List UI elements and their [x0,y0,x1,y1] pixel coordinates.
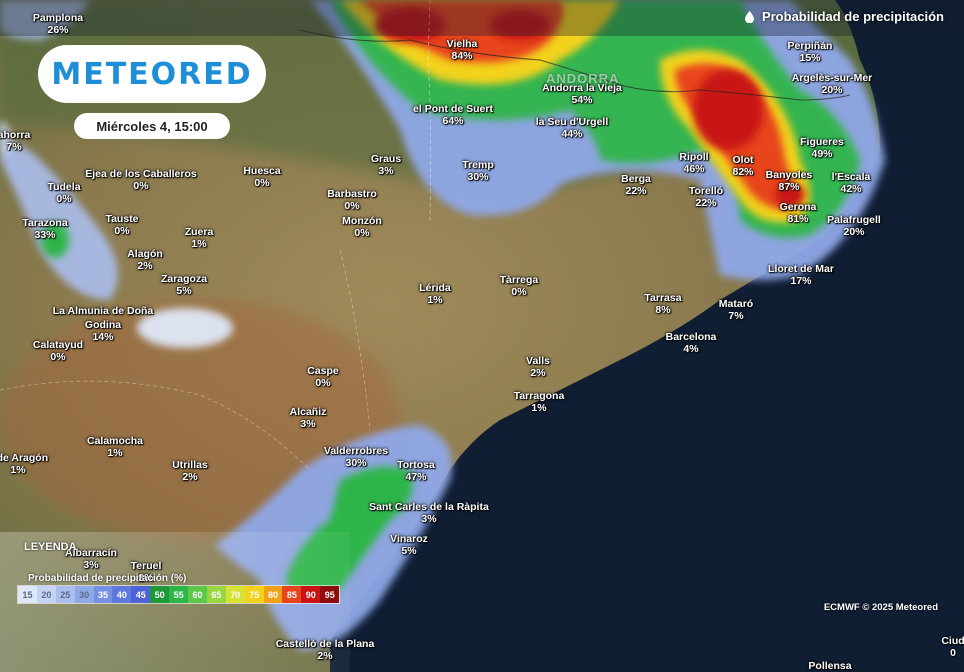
city-label: Teruel 2% [130,560,162,584]
date-time-selector[interactable]: Miércoles 4, 15:00 [74,113,230,139]
city-label: la Seu d'Urgell 44% [535,116,609,140]
city-label: Perpiñán 15% [787,40,833,64]
legend-step: 20 [36,586,56,603]
city-label: Tauste 0% [105,213,139,237]
city-label: Gerona 81% [779,201,817,225]
legend-subtitle: Probabilidad de precipitación (%) [28,573,187,584]
city-label: Tremp 30% [462,159,494,183]
city-label: Calatayud 0% [32,339,84,363]
legend-step: 70 [225,586,245,603]
city-label: Argelès-sur-Mer 20% [791,72,873,96]
date-time-label: Miércoles 4, 15:00 [96,118,208,134]
city-label: Tarrasa 8% [644,292,682,316]
city-label: Figueres 49% [800,136,844,160]
city-label: Berga 22% [621,173,651,197]
city-label: Monzón 0% [342,215,382,239]
city-label: Lérida 1% [419,282,451,306]
city-label: Huesca 0% [243,165,281,189]
meteored-logo[interactable]: METEORED [38,45,266,103]
city-label: Alcañiz 3% [289,406,327,430]
legend-step: 30 [74,586,94,603]
city-label: Vielha 84% [446,38,478,62]
legend-step: 90 [301,586,321,603]
city-label: Torelló 22% [688,185,724,209]
map-title: Probabilidad de precipitación [744,9,944,24]
map-title-text: Probabilidad de precipitación [761,9,944,24]
city-label: Graus 3% [370,153,402,177]
city-label: Valderrobres 30% [323,445,389,469]
legend-step: 50 [150,586,170,603]
legend-step: 60 [188,586,207,603]
city-label: Mataró 7% [718,298,754,322]
legend-step: 75 [244,586,264,603]
legend-step: 85 [282,586,302,603]
city-label: Pamplona 26% [32,12,84,36]
city-label: Godina 14% [84,319,122,343]
city-label: Valls 2% [526,355,550,379]
city-label: ahorra 7% [0,129,31,153]
city-label: l'Escala 42% [831,171,871,195]
city-label: Ripoll 46% [679,151,709,175]
credit-text: ECMWF © 2025 Meteored [823,602,938,613]
city-label: el Pont de Suert 64% [413,103,493,127]
city-label: Pollensa [808,660,852,672]
legend-step: 55 [169,586,189,603]
city-label: Zaragoza 5% [160,273,208,297]
drop-icon [744,10,754,23]
city-label: Ciud 0 [941,635,964,659]
city-label: Banyoles 87% [765,169,813,193]
legend-step: 45 [131,586,151,603]
legend-step: 40 [112,586,132,603]
top-bar [0,0,964,36]
city-label: Caspe 0% [307,365,339,389]
city-label: Tàrrega 0% [499,274,539,298]
city-label: La Almunia de Doña [52,305,154,317]
legend-scale: 15 20 25 30 35 40 45 50 55 60 65 70 75 80 85 90 95 [17,585,341,604]
city-label: Sant Carles de la Ràpita 3% [369,501,489,525]
legend-heading: LEYENDA [24,541,77,553]
city-label: Andorra la Vieja 54% [542,82,622,106]
legend-step: 80 [263,586,283,603]
city-label: Lloret de Mar 17% [768,263,834,287]
legend-step: 35 [93,586,113,603]
city-label: Barbastro 0% [327,188,377,212]
city-label: Castelló de la Plana 2% [275,638,375,662]
city-label: Tortosa 47% [397,459,435,483]
logo-text: METEORED [51,56,253,92]
legend-step: 65 [206,586,226,603]
city-label: Ejea de los Caballeros 0% [85,168,197,192]
region-label: ANDORRA [546,71,620,86]
legend-step: 15 [18,586,37,603]
legend-step: 25 [55,586,75,603]
legend-step: 95 [320,586,340,603]
city-label: Olot 82% [732,154,754,178]
city-label: Tudela 0% [47,181,81,205]
city-label: Tarragona 1% [513,390,565,414]
city-label: Albarracín 3% [65,547,117,571]
city-label: Barcelona 4% [665,331,717,355]
city-label: Utrillas 2% [172,459,208,483]
city-label: Alagón 2% [127,248,163,272]
city-label: Vinaroz 5% [390,533,428,557]
city-label: Palafrugell 20% [827,214,881,238]
city-label: Calamocha 1% [86,435,144,459]
city-label: Zuera 1% [184,226,214,250]
city-label: Tarazona 33% [22,217,68,241]
